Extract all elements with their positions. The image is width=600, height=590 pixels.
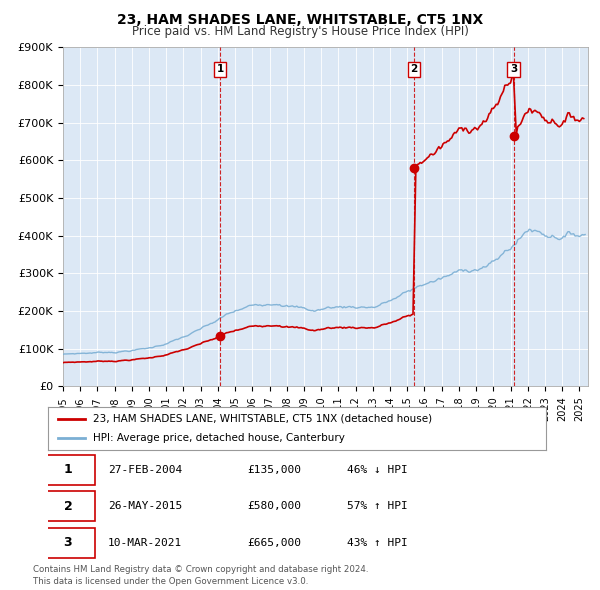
Text: 1: 1 bbox=[217, 64, 224, 74]
Text: Contains HM Land Registry data © Crown copyright and database right 2024.: Contains HM Land Registry data © Crown c… bbox=[33, 565, 368, 574]
Text: 23, HAM SHADES LANE, WHITSTABLE, CT5 1NX (detached house): 23, HAM SHADES LANE, WHITSTABLE, CT5 1NX… bbox=[93, 414, 432, 424]
Text: 1: 1 bbox=[64, 463, 72, 476]
Text: 27-FEB-2004: 27-FEB-2004 bbox=[108, 465, 182, 474]
Text: 26-MAY-2015: 26-MAY-2015 bbox=[108, 502, 182, 511]
Text: Price paid vs. HM Land Registry's House Price Index (HPI): Price paid vs. HM Land Registry's House … bbox=[131, 25, 469, 38]
FancyBboxPatch shape bbox=[41, 527, 95, 558]
Text: £135,000: £135,000 bbox=[247, 465, 301, 474]
Text: 2: 2 bbox=[410, 64, 418, 74]
Text: 3: 3 bbox=[64, 536, 72, 549]
Text: HPI: Average price, detached house, Canterbury: HPI: Average price, detached house, Cant… bbox=[93, 433, 344, 443]
Text: 57% ↑ HPI: 57% ↑ HPI bbox=[347, 502, 407, 511]
Text: £580,000: £580,000 bbox=[247, 502, 301, 511]
Text: £665,000: £665,000 bbox=[247, 538, 301, 548]
Text: 10-MAR-2021: 10-MAR-2021 bbox=[108, 538, 182, 548]
Text: 3: 3 bbox=[510, 64, 517, 74]
Text: 46% ↓ HPI: 46% ↓ HPI bbox=[347, 465, 407, 474]
Text: 23, HAM SHADES LANE, WHITSTABLE, CT5 1NX: 23, HAM SHADES LANE, WHITSTABLE, CT5 1NX bbox=[117, 13, 483, 27]
Text: 2: 2 bbox=[64, 500, 72, 513]
Text: This data is licensed under the Open Government Licence v3.0.: This data is licensed under the Open Gov… bbox=[33, 577, 308, 586]
Text: 43% ↑ HPI: 43% ↑ HPI bbox=[347, 538, 407, 548]
FancyBboxPatch shape bbox=[41, 491, 95, 522]
FancyBboxPatch shape bbox=[41, 454, 95, 485]
